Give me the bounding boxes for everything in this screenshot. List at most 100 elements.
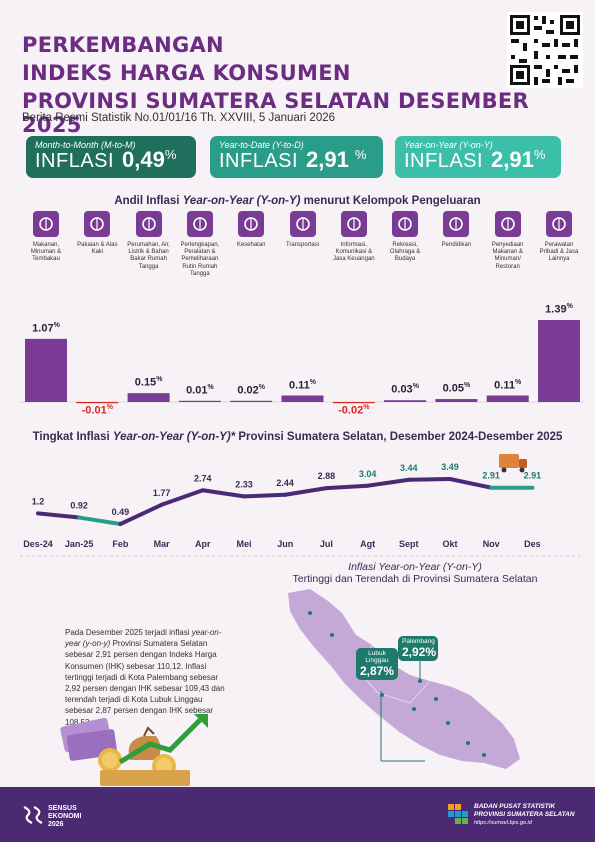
subtitle: Berita Resmi Statistik No.01/01/16 Th. X… <box>22 112 336 124</box>
category-label: Pendidikan <box>441 242 472 248</box>
bar-3 <box>178 400 221 402</box>
bar-value-label: 1.39% <box>545 303 573 316</box>
andil-bar-chart <box>20 320 585 404</box>
x-tick-label: Nov <box>483 539 500 549</box>
bar-value-label: 0.11% <box>494 378 522 392</box>
line-value-label: 3.49 <box>441 462 459 472</box>
map-title: Inflasi Year-on-Year (Y-on-Y) Tertinggi d… <box>292 561 538 585</box>
bar-value-label: -0.01% <box>81 404 113 417</box>
line-value-label: 1.77 <box>153 488 171 498</box>
phone-icon <box>340 211 367 237</box>
sumatera-selatan-map <box>288 589 520 769</box>
education-icon <box>443 211 470 237</box>
x-tick-label: Des <box>524 539 541 549</box>
bps-logo <box>448 804 468 824</box>
line-value-label: 2.44 <box>276 478 294 488</box>
bar-value-label: 1.07% <box>32 321 60 335</box>
category-label: Informasi, Komunikasi & Jasa Keuangan <box>332 242 375 263</box>
trend-title: Tingkat Inflasi Year-on-Year (Y-on-Y)* P… <box>32 431 563 443</box>
card-mtm: Month-to-Month (M-to-M) INFLASI 0,49% <box>26 136 196 178</box>
bar-value-label: -0.02% <box>338 404 370 417</box>
bar-8 <box>435 399 478 402</box>
clothing-icon <box>84 211 111 237</box>
bar-value-label: 0.01% <box>186 383 214 397</box>
x-tick-label: Des-24 <box>23 539 53 549</box>
line-value-label: 3.44 <box>400 463 418 473</box>
line-segment <box>159 488 205 507</box>
line-segment <box>242 492 288 499</box>
bar-0 <box>25 338 67 402</box>
sensus-ekonomi-logo <box>23 806 43 824</box>
line-value-label: 2.88 <box>318 471 336 481</box>
bar-value-label: 0.03% <box>391 383 419 396</box>
line-value-label: 0.92 <box>70 501 88 511</box>
line-value-label: 3.04 <box>359 469 377 479</box>
title-line-3: PROVINSI SUMATERA SELATAN DESEMBER 2025 <box>22 89 530 137</box>
category-label: Kesehatan <box>236 242 266 248</box>
card-yoy-text: INFLASI <box>404 150 484 172</box>
x-tick-label: Jan-25 <box>65 539 94 549</box>
category-label: Penyediaan Makanan & Minuman/ Restoran <box>491 242 524 270</box>
line-segment <box>283 486 329 497</box>
appliance-icon <box>186 211 213 237</box>
title-line-2: INDEKS HARGA KONSUMEN <box>22 61 351 85</box>
line-value-label: 2.74 <box>194 473 212 483</box>
line-segment <box>406 477 452 482</box>
x-tick-label: Feb <box>112 539 129 549</box>
callout-palembang: Palembang 2,92% <box>398 636 438 661</box>
line-value-label: 2.33 <box>235 479 253 489</box>
andil-title: Andil Inflasi Year-on-Year (Y-on-Y) menu… <box>114 195 481 207</box>
bar-9 <box>486 395 529 402</box>
line-segment <box>77 515 123 526</box>
bar-4 <box>230 400 273 402</box>
category-label: Perlengkapan, Peralatan & Pemeliharaan R… <box>180 242 220 277</box>
x-tick-label: Mar <box>154 539 171 549</box>
line-value-label: 2.91 <box>482 471 500 481</box>
food-icon <box>33 211 59 237</box>
x-tick-label: Mei <box>236 539 251 549</box>
section-divider <box>20 555 580 557</box>
card-ytd-label: Year-to-Date (Y-to-D) <box>219 140 304 150</box>
bar-6 <box>332 402 375 404</box>
category-label: Perumahan, Air, Listrik & Bahan Bakar Ru… <box>127 242 170 270</box>
category-label: Perawatan Pribadi & Jasa Lainnya <box>539 242 579 263</box>
x-tick-label: Okt <box>442 539 457 549</box>
card-ytd-text: INFLASI <box>219 150 299 172</box>
transport-icon <box>289 211 316 237</box>
bar-value-label: 0.15% <box>134 376 163 389</box>
truck-icon <box>499 454 519 468</box>
line-value-label: 0.49 <box>112 507 130 517</box>
callout-lubuk-linggau: Lubuk Linggau 2,87% <box>356 648 398 680</box>
x-tick-label: Jun <box>277 539 293 549</box>
x-tick-label: Agt <box>360 539 375 549</box>
bar-7 <box>384 400 427 402</box>
category-label: Rekreasi, Olahraga & Budaya <box>389 242 421 263</box>
line-value-label: 1.2 <box>32 496 45 506</box>
bar-10 <box>538 320 580 402</box>
card-yoy-label: Year-on-Year (Y-on-Y) <box>404 140 493 150</box>
money-growth-illustration <box>60 714 208 786</box>
restaurant-icon <box>494 211 521 237</box>
footer-bps-text: BADAN PUSAT STATISTIK PROVINSI SUMATERA S… <box>474 803 575 826</box>
truck-cab <box>519 459 527 468</box>
personal-care-icon <box>546 211 572 237</box>
footer-sensus-text: SENSUS EKONOMI 2026 <box>48 805 82 828</box>
bar-value-label: 0.11% <box>288 378 317 392</box>
bar-5 <box>281 395 324 402</box>
card-yoy-value: 2,91% <box>491 147 546 172</box>
health-icon <box>238 211 265 237</box>
qr-code[interactable] <box>507 12 583 88</box>
bar-value-label: 0.02% <box>237 383 266 397</box>
card-mtm-text: INFLASI <box>35 150 115 172</box>
line-segment <box>448 477 494 490</box>
description-text: Pada Desember 2025 terjadi inflasi year-… <box>65 628 225 727</box>
line-segment <box>118 502 164 526</box>
bar-value-label: 0.05% <box>442 382 471 395</box>
card-mtm-label: Month-to-Month (M-to-M) <box>35 140 136 150</box>
category-label: Pakaian & Alas Kaki <box>77 242 118 256</box>
line-segment <box>365 477 411 488</box>
x-tick-label: Sept <box>399 539 419 549</box>
house-icon <box>135 211 162 237</box>
card-ytd-value: 2,91 % <box>306 147 367 172</box>
x-tick-label: Jul <box>320 539 333 549</box>
